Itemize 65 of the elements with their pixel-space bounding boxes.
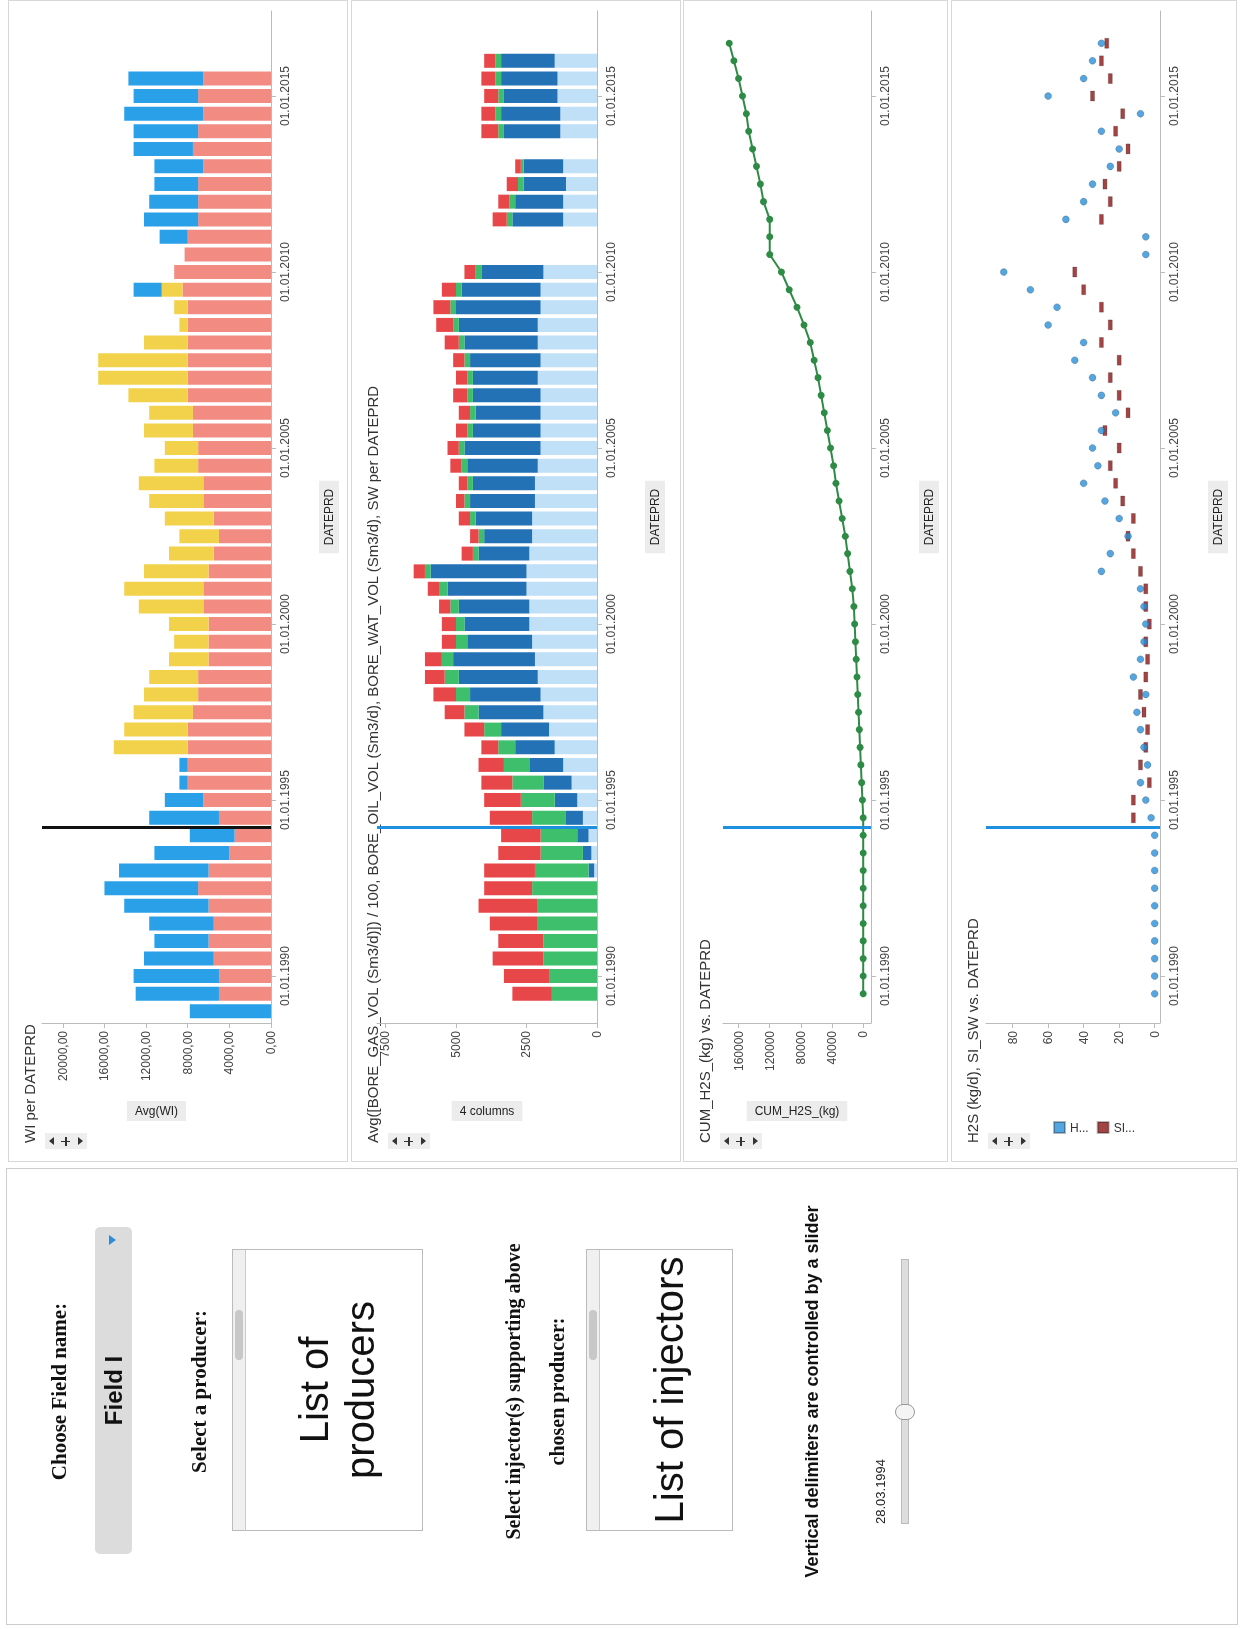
x-tick-label: 12000,00 [139, 1030, 154, 1082]
y-tick-label: 01.01.2015 [878, 65, 892, 127]
x-tick-label: 8000,00 [180, 1030, 195, 1075]
text: List of injectors [645, 1255, 692, 1526]
y-tick-label: 01.01.2005 [278, 417, 292, 479]
y-tick-label: 01.01.2010 [1167, 241, 1181, 303]
y-tick-label: 01.01.2010 [604, 241, 618, 303]
y-tick-label: 01.01.2005 [1167, 417, 1181, 479]
y-axis-title: DATEPRD [322, 488, 336, 546]
y-tick-label: 01.01.2000 [604, 593, 618, 655]
legend-label: SI... [1113, 1120, 1136, 1135]
x-tick-label: 0 [1147, 1030, 1162, 1038]
y-axis-title: DATEPRD [922, 488, 936, 546]
x-tick-label: 20000,00 [55, 1030, 70, 1082]
y-tick-label: 01.01.2015 [1167, 65, 1181, 127]
y-tick-label: 01.01.2005 [878, 417, 892, 479]
y-tick-label: 01.01.2015 [604, 65, 618, 127]
y-tick-label: 01.01.2000 [278, 593, 292, 655]
x-axis-title: 4 columns [459, 1104, 515, 1118]
text: Choose Field name: [47, 1301, 72, 1483]
y-tick-label: 01.01.1995 [278, 769, 292, 831]
x-tick-label: 160000 [731, 1030, 746, 1072]
y-tick-label: 01.01.1995 [604, 769, 618, 831]
text: Avg([BORE_GAS_VOL (Sm3/d)]) / 100, BORE_OIL_VOL (Sm3/d), BORE_WAT_VOL (Sm3/d), SW per DATEPRD [363, 385, 381, 1143]
x-tick-label: 80000 [793, 1030, 808, 1065]
x-tick-label: 4000,00 [222, 1030, 237, 1075]
x-tick-label: 80 [1005, 1030, 1020, 1045]
x-tick-label: 5000 [448, 1030, 463, 1058]
y-tick-label: 01.01.2005 [604, 417, 618, 479]
y-axis-title: DATEPRD [1211, 488, 1225, 546]
y-tick-label: 01.01.1990 [1167, 945, 1181, 1007]
y-tick-label: 01.01.2000 [1167, 593, 1181, 655]
text: WI per DATEPRD [20, 1023, 38, 1143]
x-axis-title: Avg(WI) [134, 1104, 179, 1118]
text: List of producers [290, 1300, 383, 1481]
y-tick-label: 01.01.1990 [604, 945, 618, 1007]
x-tick-label: 120000 [762, 1030, 777, 1072]
text: Select injector(s) supporting above chosen producer: [501, 1242, 570, 1542]
y-tick-label: 01.01.2010 [878, 241, 892, 303]
x-tick-label: 40000 [825, 1030, 840, 1065]
x-tick-label: 7500 [378, 1030, 393, 1058]
x-tick-label: 0 [856, 1030, 871, 1038]
legend-label: H... [1070, 1120, 1089, 1135]
x-tick-label: 0 [590, 1030, 604, 1038]
x-tick-label: 16000,00 [97, 1030, 112, 1082]
y-tick-label: 01.01.1995 [878, 769, 892, 831]
x-tick-label: 20 [1112, 1030, 1127, 1045]
y-tick-label: 01.01.2010 [278, 241, 292, 303]
y-axis-title: DATEPRD [648, 488, 662, 546]
x-tick-label: 40 [1076, 1030, 1091, 1045]
text: CUM_H2S_(kg) vs. DATEPRD [695, 938, 713, 1143]
y-tick-label: 01.01.1990 [878, 945, 892, 1007]
y-tick-label: 01.01.2000 [878, 593, 892, 655]
text: Select a producer: [187, 1309, 212, 1475]
y-tick-label: 01.01.2015 [278, 65, 292, 127]
x-tick-label: 60 [1041, 1030, 1056, 1045]
text: Vertical delimiters are controlled by a slider [802, 1204, 823, 1580]
x-axis-title: CUM_H2S_(kg) [754, 1104, 840, 1118]
x-tick-label: 2500 [519, 1030, 534, 1058]
text: 28.03.1994 [873, 1458, 888, 1524]
text: H2S (kg/d), SI_SW vs. DATEPRD [963, 918, 981, 1143]
y-tick-label: 01.01.1990 [278, 945, 292, 1007]
text: Field I [95, 1227, 132, 1554]
x-tick-label: 0,00 [264, 1030, 278, 1055]
y-tick-label: 01.01.1995 [1167, 769, 1181, 831]
